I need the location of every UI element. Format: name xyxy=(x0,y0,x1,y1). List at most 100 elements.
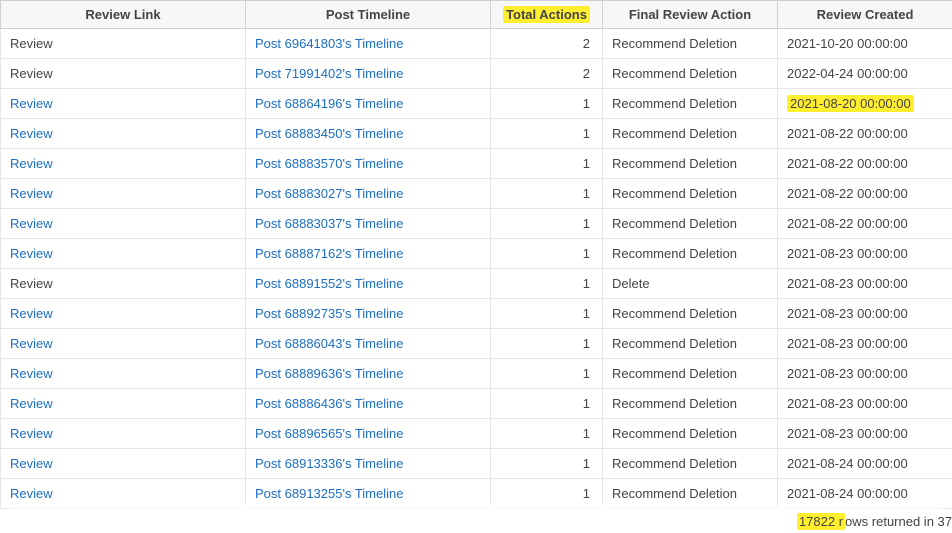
table-row: ReviewPost 68886043's Timeline1Recommend… xyxy=(1,329,952,359)
cell-review-created: 2021-08-23 00:00:00 xyxy=(778,269,952,299)
cell-total-actions: 2 xyxy=(491,59,603,89)
status-text: ows returned in 37 xyxy=(845,514,952,529)
table-row: Review Post 68886436's Timeline 1Recommend… xyxy=(1,389,952,419)
status-row-count: 17822 r xyxy=(797,513,845,530)
review-link[interactable]: Review xyxy=(10,306,53,321)
cell-total-actions: 1 xyxy=(491,179,603,209)
cell-final-review-action: Recommend Deletion xyxy=(603,359,778,389)
col-header-total-actions-label: Total Actions xyxy=(503,6,590,23)
cell-total-actions: 1 xyxy=(491,389,603,419)
review-link[interactable]: Review xyxy=(10,96,53,111)
table-row: Review Post 68883037's Timeline 1Recommend… xyxy=(1,209,952,239)
review-link[interactable]: Review xyxy=(10,336,53,351)
post-timeline-link[interactable]: Post 68883027's Timeline xyxy=(255,186,403,201)
table-row: ReviewPost 69641803's Timeline2Recommend… xyxy=(1,29,952,59)
cell-review-created: 2021-08-23 00:00:00 xyxy=(778,359,952,389)
cell-review-link: Review xyxy=(1,449,246,479)
table-row: ReviewPost 68891552's Timeline1Delete202… xyxy=(1,269,952,299)
review-link[interactable]: Review xyxy=(10,126,53,141)
cell-final-review-action: Recommend Deletion xyxy=(603,389,778,419)
post-timeline-link[interactable]: Post 68883570's Timeline xyxy=(255,156,403,171)
cell-review-link: Review xyxy=(1,149,246,179)
post-timeline-link[interactable]: Post 68889636's Timeline xyxy=(255,366,403,381)
table-row: Review Post 71991402's Timeline 2Recommend… xyxy=(1,59,952,89)
cell-total-actions: 1 xyxy=(491,209,603,239)
cell-final-review-action: Recommend Deletion xyxy=(603,209,778,239)
cell-final-review-action: Recommend Deletion xyxy=(603,119,778,149)
review-link[interactable]: Review xyxy=(10,366,53,381)
review-link[interactable]: Review xyxy=(10,246,53,261)
cell-review-link: Review xyxy=(1,59,246,89)
table-row: Review Post 68864196's Timeline 1Recommend… xyxy=(1,89,952,119)
cell-review-created: 2022-04-24 00:00:00 xyxy=(778,59,952,89)
results-table: Review Link Post Timeline Total Actions … xyxy=(0,0,952,509)
col-header-final-review-action[interactable]: Final Review Action xyxy=(603,1,778,29)
table-row: Review Post 68889636's Timeline 1Recommend… xyxy=(1,359,952,389)
col-header-review-link[interactable]: Review Link xyxy=(1,1,246,29)
cell-post-timeline: Post 68886043's Timeline xyxy=(246,329,491,359)
cell-review-link: Review xyxy=(1,329,246,359)
cell-final-review-action: Recommend Deletion xyxy=(603,59,778,89)
col-header-total-actions[interactable]: Total Actions xyxy=(491,1,603,29)
col-header-review-created[interactable]: Review Created xyxy=(778,1,952,29)
post-timeline-link[interactable]: Post 68913336's Timeline xyxy=(255,456,403,471)
cell-final-review-action: Recommend Deletion xyxy=(603,419,778,449)
cell-review-created: 2021-08-22 00:00:00 xyxy=(778,119,952,149)
cell-post-timeline: Post 68864196's Timeline xyxy=(246,89,491,119)
review-link[interactable]: Review xyxy=(10,426,53,441)
post-timeline-link[interactable]: Post 69641803's Timeline xyxy=(255,36,403,51)
cell-post-timeline: Post 68883027's Timeline xyxy=(246,179,491,209)
review-link[interactable]: Review xyxy=(10,486,53,501)
cell-review-created: 2021-08-22 00:00:00 xyxy=(778,209,952,239)
cell-total-actions: 1 xyxy=(491,119,603,149)
cell-review-created: 2021-08-23 00:00:00 xyxy=(778,299,952,329)
review-link[interactable]: Review xyxy=(10,186,53,201)
cell-total-actions: 1 xyxy=(491,149,603,179)
cell-total-actions: 1 xyxy=(491,89,603,119)
table-row: ReviewPost 68883027's Timeline1Recommend… xyxy=(1,179,952,209)
table-row: ReviewPost 68896565's Timeline1Recommend… xyxy=(1,419,952,449)
table-body: ReviewPost 69641803's Timeline2Recommend… xyxy=(1,29,952,509)
post-timeline-link[interactable]: Post 68886043's Timeline xyxy=(255,336,403,351)
review-link[interactable]: Review xyxy=(10,156,53,171)
post-timeline-link[interactable]: Post 68886436's Timeline xyxy=(255,396,403,411)
cell-post-timeline: Post 68883037's Timeline xyxy=(246,209,491,239)
post-timeline-link[interactable]: Post 68883037's Timeline xyxy=(255,216,403,231)
cell-review-created: 2021-10-20 00:00:00 xyxy=(778,29,952,59)
cell-review-created: 2021-08-23 00:00:00 xyxy=(778,329,952,359)
cell-review-link: Review xyxy=(1,479,246,509)
col-header-post-timeline[interactable]: Post Timeline xyxy=(246,1,491,29)
cell-post-timeline: Post 69641803's Timeline xyxy=(246,29,491,59)
post-timeline-link[interactable]: Post 68864196's Timeline xyxy=(255,96,403,111)
review-link[interactable]: Review xyxy=(10,216,53,231)
cell-post-timeline: Post 68891552's Timeline xyxy=(246,269,491,299)
post-timeline-link[interactable]: Post 68883450's Timeline xyxy=(255,126,403,141)
cell-review-link: Review xyxy=(1,239,246,269)
cell-post-timeline: Post 68883570's Timeline xyxy=(246,149,491,179)
post-timeline-link[interactable]: Post 71991402's Timeline xyxy=(255,66,403,81)
cell-post-timeline: Post 68889636's Timeline xyxy=(246,359,491,389)
cell-final-review-action: Recommend Deletion xyxy=(603,449,778,479)
cell-post-timeline: Post 68913336's Timeline xyxy=(246,449,491,479)
post-timeline-link[interactable]: Post 68891552's Timeline xyxy=(255,276,403,291)
cell-total-actions: 1 xyxy=(491,299,603,329)
table-header-row: Review Link Post Timeline Total Actions … xyxy=(1,1,952,29)
post-timeline-link[interactable]: Post 68892735's Timeline xyxy=(255,306,403,321)
cell-review-link: Review xyxy=(1,179,246,209)
cell-post-timeline: Post 68896565's Timeline xyxy=(246,419,491,449)
status-bar: 17822 rows returned in 37 xyxy=(797,514,952,529)
post-timeline-link[interactable]: Post 68896565's Timeline xyxy=(255,426,403,441)
cell-final-review-action: Recommend Deletion xyxy=(603,89,778,119)
highlighted-created-value: 2021-08-20 00:00:00 xyxy=(787,95,914,112)
post-timeline-link[interactable]: Post 68913255's Timeline xyxy=(255,486,403,501)
cell-review-link: Review xyxy=(1,419,246,449)
cell-total-actions: 1 xyxy=(491,479,603,509)
review-link[interactable]: Review xyxy=(10,456,53,471)
cell-review-created: 2021-08-23 00:00:00 xyxy=(778,389,952,419)
cell-review-link: Review xyxy=(1,269,246,299)
review-link[interactable]: Review xyxy=(10,396,53,411)
post-timeline-link[interactable]: Post 68887162's Timeline xyxy=(255,246,403,261)
cell-post-timeline: Post 68913255's Timeline xyxy=(246,479,491,509)
cell-total-actions: 1 xyxy=(491,269,603,299)
cell-total-actions: 1 xyxy=(491,359,603,389)
